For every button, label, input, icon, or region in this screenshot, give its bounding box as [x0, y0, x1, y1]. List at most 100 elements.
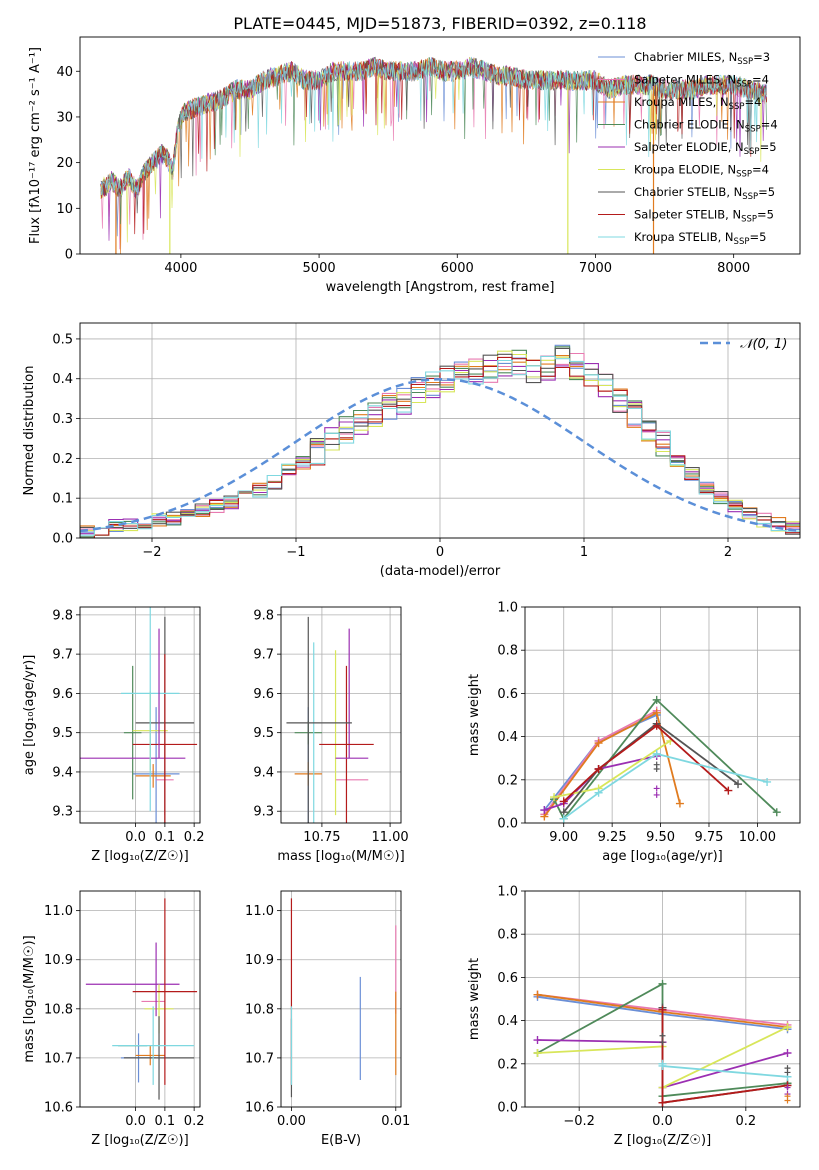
mass_vs_ebv-border	[280, 890, 402, 1108]
mass_weight_vs_Z-error-tick	[784, 1069, 791, 1076]
mass_weight_vs_Z-error-tick	[784, 1093, 791, 1100]
age_vs_Z-ytick-label: 9.5	[52, 726, 73, 741]
mass_weight_vs_age-series-marker	[652, 721, 661, 730]
spectrum-xtick-label: 6000	[441, 261, 474, 276]
mass_weight_vs_Z-ylabel: mass weight	[467, 958, 482, 1040]
age_vs_mass-ytick-label: 9.6	[253, 687, 274, 702]
mass_weight_vs_age-ytick-label: 0.6	[497, 687, 518, 702]
age_vs_mass-xtick-label: 11.00	[371, 830, 408, 845]
spectrum-xlabel: wavelength [Angstrom, rest frame]	[326, 280, 555, 295]
mass_vs_ebv-frame: 0.00 0.01 10.6 10.7 10.8 10.9 11.0 E(B-V)	[245, 890, 410, 1148]
age_vs_mass-ytick-label: 9.8	[253, 608, 274, 623]
mass_weight_vs_age-xtick-label: 9.00	[549, 830, 578, 845]
mass_weight_vs_age-series-marker	[675, 799, 684, 808]
mass_weight_vs_age-series-marker	[594, 739, 603, 748]
mass_weight_vs_Z-xtick-label: −0.2	[563, 1114, 595, 1129]
age_vs_mass-ytick-label: 9.7	[253, 648, 274, 663]
mass_weight_vs_Z-series-marker	[658, 979, 667, 988]
mass_vs_ebv-axes	[281, 891, 401, 1108]
residuals-frame: −2 −1 0 1 2 0.0 0.1 0.2 0.3 0.4 0.5 (data-model)/er…	[22, 322, 801, 579]
residuals-ytick-label: 0.2	[52, 452, 73, 467]
mass_weight_vs_age-series-line	[563, 752, 768, 820]
mass_vs_ebv-ytick-label: 10.8	[245, 1002, 274, 1017]
age_vs_Z-plot-area	[80, 607, 198, 823]
residuals-xtick-label: 2	[724, 545, 732, 560]
figure-title: PLATE=0445, MJD=51873, FIBERID=0392, z=0…	[233, 14, 646, 33]
age_vs_Z-ytick-label: 9.6	[52, 687, 73, 702]
mass_vs_Z-ytick-label: 10.9	[44, 953, 73, 968]
mass_vs_ebv-ytick-label: 10.7	[245, 1051, 274, 1066]
mass_weight_vs_Z-error-tick	[659, 1039, 666, 1046]
mass_weight_vs_age-series-marker	[550, 793, 559, 802]
age_vs_Z-ytick-label: 9.8	[52, 608, 73, 623]
mass_weight_vs_Z-series-marker	[658, 1061, 667, 1070]
spectrum-xtick-label: 4000	[164, 261, 197, 276]
residuals-ytick-label: 0.4	[52, 372, 73, 387]
residuals-legend-label: 𝒩(0, 1)	[740, 337, 787, 352]
age_vs_Z-axes	[80, 607, 200, 823]
mass_weight_vs_Z-ytick-label: 0.6	[497, 971, 518, 986]
age_vs_Z-xtick-label: 0.1	[155, 830, 176, 845]
mass_vs_ebv-plot-area	[290, 898, 397, 1098]
spectrum-xtick-label: 8000	[717, 261, 750, 276]
mass_vs_Z-plot-area	[85, 898, 198, 1100]
mass_weight_vs_age-series-marker	[652, 695, 661, 704]
spectrum-legend-label: Salpeter ELODIE, NSSP=5	[634, 140, 777, 157]
mass_vs_Z-ytick-label: 10.6	[44, 1101, 73, 1116]
mass_vs_ebv-xlabel: E(B-V)	[321, 1133, 361, 1148]
mass_weight_vs_Z-frame: −0.2 0.0 0.2 0.0 0.2 0.4 0.6 0.8 1.0 Z [log₁₀(Z/Z…	[467, 885, 801, 1148]
spectrum-legend-label: Chabrier ELODIE, NSSP=4	[634, 118, 778, 135]
spectrum-ytick-label: 0	[65, 248, 73, 263]
spectrum-ytick-label: 20	[56, 156, 73, 171]
age_vs_Z-ytick-label: 9.4	[52, 765, 73, 780]
mass_vs_Z-frame: 0.0 0.1 0.2 10.6 10.7 10.8 10.9 11.0 Z [log₁₀(Z/…	[22, 890, 205, 1148]
age_vs_mass-xlabel: mass [log₁₀(M/M☉)]	[277, 849, 404, 864]
age_vs_Z-ylabel: age [log₁₀(age/yr)]	[22, 655, 37, 776]
age_vs_mass-frame: 10.75 11.00 9.3 9.4 9.5 9.6 9.7 9.8 mass [log₁₀(…	[253, 606, 409, 864]
mass_weight_vs_age-series-marker	[652, 749, 661, 758]
residuals-ylabel: Normed distribution	[22, 366, 37, 496]
mass_weight_vs_age-ytick-label: 1.0	[497, 601, 518, 616]
spectrum-border	[79, 36, 801, 255]
residuals-ytick-label: 0.3	[52, 412, 73, 427]
mass_weight_vs_Z-ytick-label: 0.4	[497, 1014, 518, 1029]
residuals-xtick-label: −1	[286, 545, 305, 560]
spectrum-legend-label: Kroupa STELIB, NSSP=5	[634, 230, 766, 247]
residuals-ytick-label: 0.1	[52, 492, 73, 507]
mass_weight_vs_Z-plot-area	[533, 979, 792, 1107]
age_vs_Z-ytick-label: 9.3	[52, 805, 73, 820]
mass_vs_ebv-ytick-label: 11.0	[245, 904, 274, 919]
mass_weight_vs_age-xtick-label: 9.50	[646, 830, 675, 845]
residuals-normal-curve	[80, 377, 800, 533]
mass_weight_vs_Z-series-marker	[533, 990, 542, 999]
age_vs_mass-plot-area	[286, 616, 374, 823]
mass_weight_vs_age-series-line	[543, 709, 658, 815]
mass_weight_vs_age-ytick-label: 0.2	[497, 773, 518, 788]
residuals-ytick-label: 0.0	[52, 532, 73, 547]
mass_weight_vs_age-ytick-label: 0.8	[497, 644, 518, 659]
age_vs_mass-ytick-label: 9.5	[253, 726, 274, 741]
mass_weight_vs_Z-ytick-label: 0.0	[497, 1101, 518, 1116]
mass_weight_vs_age-xtick-label: 10.00	[739, 830, 776, 845]
spectrum-ytick-label: 40	[56, 65, 73, 80]
mass_weight_vs_age-xtick-label: 9.25	[598, 830, 627, 845]
mass_weight_vs_age-series-marker	[594, 788, 603, 797]
mass_vs_Z-xtick-label: 0.2	[184, 1114, 205, 1129]
mass_weight_vs_Z-ytick-label: 0.2	[497, 1057, 518, 1072]
mass_vs_ebv-xtick-label: 0.00	[277, 1114, 306, 1129]
age_vs_mass-axes	[281, 607, 401, 823]
residuals-ytick-label: 0.5	[52, 332, 73, 347]
mass_vs_Z-xlabel: Z [log₁₀(Z/Z☉)]	[91, 1133, 188, 1148]
mass_vs_Z-xtick-label: 0.0	[125, 1114, 146, 1129]
residuals-legend: 𝒩(0, 1)	[700, 337, 787, 352]
age_vs_Z-xtick-label: 0.0	[125, 830, 146, 845]
spectrum-frame: 4000 5000 6000 7000 8000 0 10 20 30 40 wavelength …	[28, 36, 801, 295]
spectrum-legend-label: Salpeter STELIB, NSSP=5	[634, 208, 774, 225]
mass_weight_vs_Z-series-marker	[783, 1049, 792, 1057]
residuals-xtick-label: −2	[142, 545, 161, 560]
age_vs_Z-xtick-label: 0.2	[184, 830, 205, 845]
spectrum-legend-label: Kroupa ELODIE, NSSP=4	[634, 163, 769, 180]
mass_weight_vs_Z-series-marker	[658, 1098, 667, 1107]
mass_vs_Z-ylabel: mass [log₁₀(M/M☉)]	[22, 935, 37, 1062]
